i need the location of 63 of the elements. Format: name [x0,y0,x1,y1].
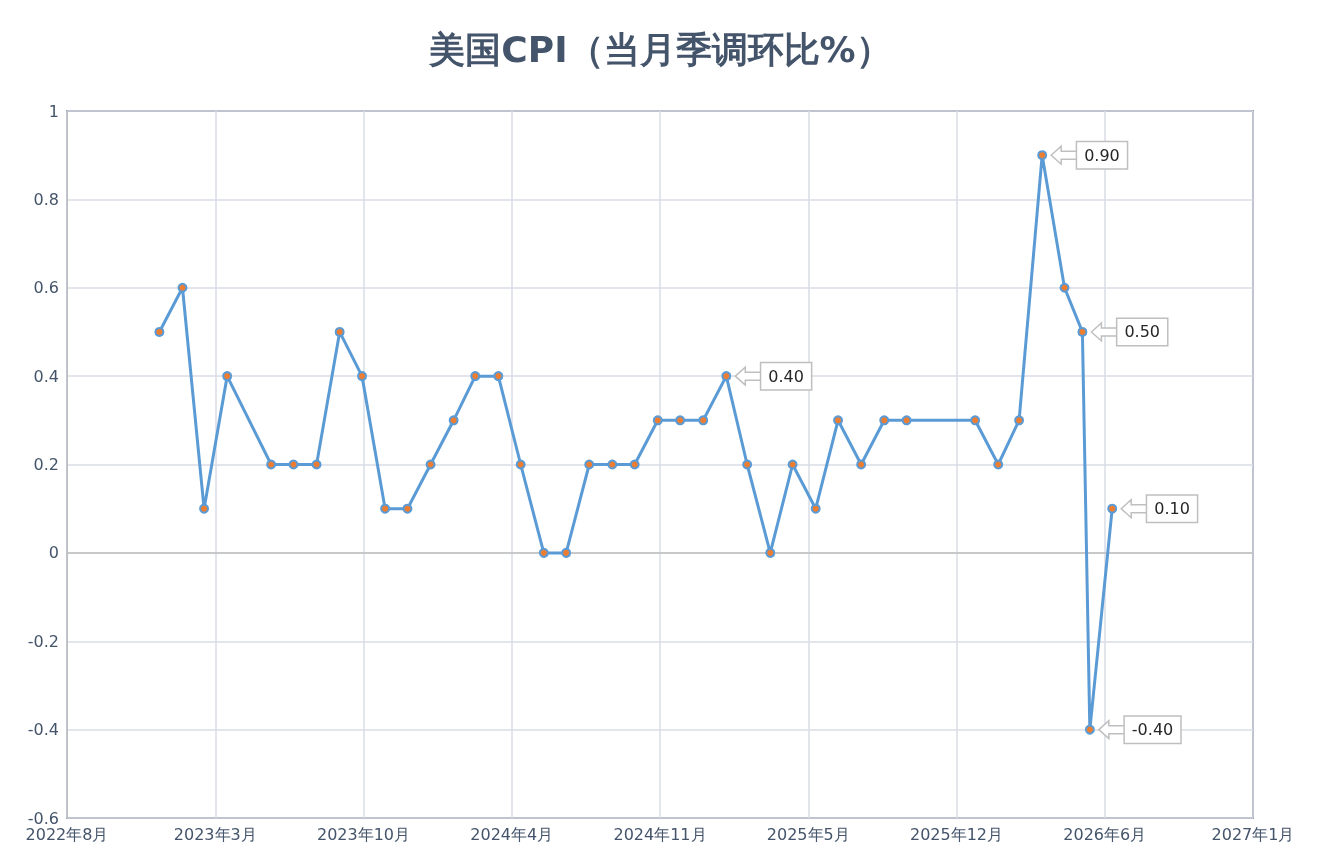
point [652,415,663,426]
x-tick-label: 2025年12月 [909,824,1004,844]
y-tick-label: 0.2 [33,455,59,474]
point [266,459,277,470]
y-tick-label: -0.4 [27,720,59,740]
annotation: -0.40 [1131,720,1174,740]
point [425,459,436,470]
y-tick-label: 0.8 [33,189,59,209]
point [154,326,165,337]
x-tick-label: 2027年1月 [1211,824,1295,844]
point [1059,282,1070,293]
point [515,459,526,470]
point [1107,503,1118,514]
annotation: 0.50 [1124,322,1161,342]
point [765,547,776,558]
point [787,459,798,470]
point [538,547,549,558]
y-tick-label: 1 [48,101,59,121]
point [311,459,322,470]
point [607,459,618,470]
y-tick-label: 0.4 [33,366,59,386]
point [742,459,753,470]
point [199,503,210,514]
chart-title: 美国CPI（当月季调环比%） [428,28,892,70]
y-tick-label: 0.6 [33,278,59,298]
annotation: 0.40 [768,366,804,386]
point [1014,415,1025,426]
point [856,459,867,470]
x-tick-label: 2024年4月 [470,824,554,844]
x-tick-label: 2023年10月 [316,824,411,844]
y-tick-label: 0 [48,543,59,563]
point [698,415,709,426]
point [970,415,981,426]
annotation: 0.90 [1084,145,1120,165]
point [721,371,732,382]
point [629,459,640,470]
point [675,415,686,426]
point [879,415,890,426]
point [288,459,299,470]
point [402,503,413,514]
point [334,326,345,337]
x-tick-label: 2023年3月 [173,824,257,844]
x-tick-label: 2026年6月 [1063,824,1147,844]
point [493,371,504,382]
point [561,547,572,558]
point [1084,724,1095,735]
annotation: 0.10 [1154,499,1190,519]
point [584,459,595,470]
x-tick-label: 2025年5月 [766,824,850,844]
x-tick-label: 2024年11月 [613,824,707,844]
point [993,459,1004,470]
point [380,503,391,514]
point [833,415,844,426]
point [1037,150,1048,161]
point [177,282,188,293]
point [810,503,821,514]
y-tick-label: -0.2 [27,631,59,651]
point [901,415,912,426]
point [1077,326,1088,337]
point [222,371,233,382]
point [470,371,481,382]
point [448,415,459,426]
point [357,371,368,382]
